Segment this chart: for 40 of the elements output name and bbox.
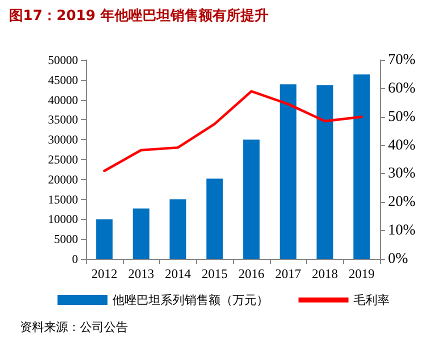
line-series — [103, 90, 363, 172]
bar — [243, 140, 260, 259]
bar — [96, 219, 113, 259]
x-tick-label: 2016 — [238, 266, 265, 281]
x-tick-label: 2013 — [128, 266, 154, 281]
y-tick-label: 30000 — [48, 132, 78, 147]
y2-tick-label: 60% — [388, 80, 416, 96]
bar — [280, 84, 296, 259]
legend-label: 毛利率 — [354, 293, 390, 307]
legend-label: 他唑巴坦系列销售额（万元） — [112, 293, 268, 307]
y-tick-label: 45000 — [48, 72, 78, 87]
bar — [132, 208, 150, 259]
y-tick-label: 15000 — [48, 192, 78, 206]
y-tick-label: 0 — [72, 252, 78, 266]
bar — [316, 85, 334, 259]
y-tick-label: 35000 — [48, 112, 78, 127]
x-tick-label: 2019 — [348, 266, 375, 281]
y-tick-label: 25000 — [48, 152, 78, 166]
x-tick-label: 2018 — [312, 266, 338, 281]
y-tick-label: 40000 — [48, 92, 78, 107]
y-tick-label: 50000 — [48, 53, 78, 67]
x-tick-label: 2012 — [91, 266, 118, 281]
y2-tick-label: 70% — [388, 52, 416, 68]
y2-tick-label: 10% — [388, 222, 416, 239]
y-tick-label: 20000 — [48, 172, 78, 186]
bar — [353, 74, 370, 259]
bar — [206, 178, 223, 259]
y2-tick-label: 20% — [388, 194, 416, 210]
y-tick-label: 10000 — [48, 212, 78, 226]
text: 资料来源：公司公告 — [20, 320, 128, 334]
y2-tick-label: 30% — [388, 166, 416, 182]
bar — [170, 199, 186, 259]
y2-tick-label: 0% — [388, 251, 408, 267]
y-tick-label: 5000 — [54, 232, 78, 246]
y2-tick-label: 40% — [388, 137, 416, 154]
x-tick-label: 2014 — [164, 266, 192, 281]
x-tick-label: 2017 — [275, 266, 302, 281]
chart-title: 图17：2019 年他唑巴坦销售额有所提升 — [9, 7, 268, 24]
y2-tick-label: 50% — [388, 108, 416, 125]
x-tick-label: 2015 — [202, 266, 228, 281]
